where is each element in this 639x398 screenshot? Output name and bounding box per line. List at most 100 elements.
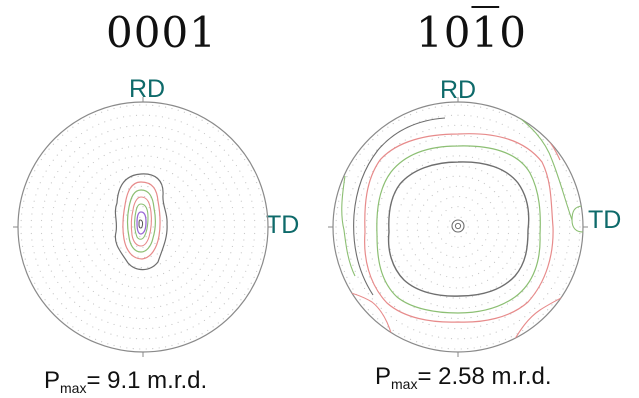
grid-dot xyxy=(213,219,215,222)
grid-dot xyxy=(423,264,425,266)
grid-dot xyxy=(194,288,196,291)
grid-dot xyxy=(579,226,581,228)
grid-dot xyxy=(75,180,77,182)
grid-dot xyxy=(106,288,109,290)
grid-dot xyxy=(219,307,221,309)
grid-dot xyxy=(144,175,146,177)
grid-dot xyxy=(126,126,128,128)
grid-dot xyxy=(89,116,91,118)
grid-dot xyxy=(184,296,186,298)
grid-dot xyxy=(568,276,570,279)
grid-dot xyxy=(66,197,68,200)
grid-dot xyxy=(341,264,343,266)
grid-dot xyxy=(538,226,540,228)
grid-dot xyxy=(137,256,139,258)
grid-dot xyxy=(545,200,547,202)
grid-dot xyxy=(132,226,134,228)
grid-dot xyxy=(549,270,551,272)
grid-dot xyxy=(152,327,154,329)
grid-dot xyxy=(155,115,157,117)
grid-dot xyxy=(550,164,553,167)
grid-dot xyxy=(83,242,85,244)
grid-dot xyxy=(396,223,398,225)
grid-dot xyxy=(205,146,207,149)
grid-dot xyxy=(546,206,549,209)
grid-dot xyxy=(512,153,514,155)
grid-dot xyxy=(92,236,94,238)
grid-dot xyxy=(233,226,236,228)
grid-dot xyxy=(487,302,489,304)
grid-dot xyxy=(377,182,379,184)
grid-dot xyxy=(411,280,413,282)
grid-dot xyxy=(116,117,118,119)
grid-dot xyxy=(191,213,193,215)
grid-dot xyxy=(346,276,348,279)
grid-dot xyxy=(404,336,406,338)
right-contour-green-left xyxy=(341,175,356,277)
grid-dot xyxy=(161,116,164,118)
grid-dot xyxy=(212,239,214,241)
grid-dot xyxy=(579,232,581,235)
left-pmax-prefix: P xyxy=(44,367,61,394)
grid-dot xyxy=(470,316,472,319)
grid-dot xyxy=(365,182,367,184)
grid-dot xyxy=(367,293,369,295)
grid-dot xyxy=(44,252,46,254)
grid-dot xyxy=(376,303,378,305)
grid-dot xyxy=(497,272,499,274)
grid-dot xyxy=(156,156,159,158)
grid-dot xyxy=(506,213,508,215)
grid-dot xyxy=(534,251,536,254)
grid-dot xyxy=(56,154,58,156)
grid-dot xyxy=(101,111,103,113)
grid-dot xyxy=(480,192,482,195)
grid-dot xyxy=(524,136,526,138)
grid-dot xyxy=(501,306,503,308)
grid-dot xyxy=(419,210,422,212)
grid-dot xyxy=(61,216,63,218)
grid-dot xyxy=(446,198,448,200)
grid-dot xyxy=(487,219,489,222)
grid-dot xyxy=(439,274,442,276)
grid-dot xyxy=(198,129,200,131)
grid-dot xyxy=(187,267,189,269)
grid-dot xyxy=(468,187,470,189)
grid-dot xyxy=(85,248,87,250)
grid-dot xyxy=(240,299,242,301)
grid-dot xyxy=(480,325,482,327)
grid-dot xyxy=(116,257,118,260)
grid-dot xyxy=(564,258,566,260)
grid-dot xyxy=(560,270,562,272)
grid-dot xyxy=(347,245,349,248)
grid-dot xyxy=(60,165,63,167)
grid-dot xyxy=(215,155,217,157)
grid-dot xyxy=(64,160,67,162)
grid-dot xyxy=(441,126,443,128)
grid-dot xyxy=(249,258,251,260)
grid-dot xyxy=(457,338,459,340)
grid-dot xyxy=(23,252,25,254)
grid-dot xyxy=(392,161,394,163)
grid-dot xyxy=(422,130,424,133)
right-pmax-value: = 2.58 m.r.d. xyxy=(417,363,552,390)
grid-dot xyxy=(98,329,100,331)
grid-dot xyxy=(447,104,449,106)
grid-dot xyxy=(39,270,41,272)
grid-dot xyxy=(457,114,459,116)
grid-dot xyxy=(148,338,151,340)
grid-dot xyxy=(339,194,341,196)
grid-dot xyxy=(548,232,550,235)
grid-dot xyxy=(379,160,382,162)
grid-dot xyxy=(211,269,213,271)
grid-dot xyxy=(242,245,244,248)
grid-dot xyxy=(469,209,471,212)
grid-dot xyxy=(200,309,202,311)
grid-dot xyxy=(367,245,370,248)
grid-dot xyxy=(177,276,179,278)
grid-dot xyxy=(565,282,567,284)
grid-dot xyxy=(209,316,211,318)
grid-dot xyxy=(142,134,144,137)
grid-dot xyxy=(183,226,185,228)
left-pmax-value: = 9.1 m.r.d. xyxy=(86,367,208,394)
grid-dot xyxy=(564,194,566,196)
